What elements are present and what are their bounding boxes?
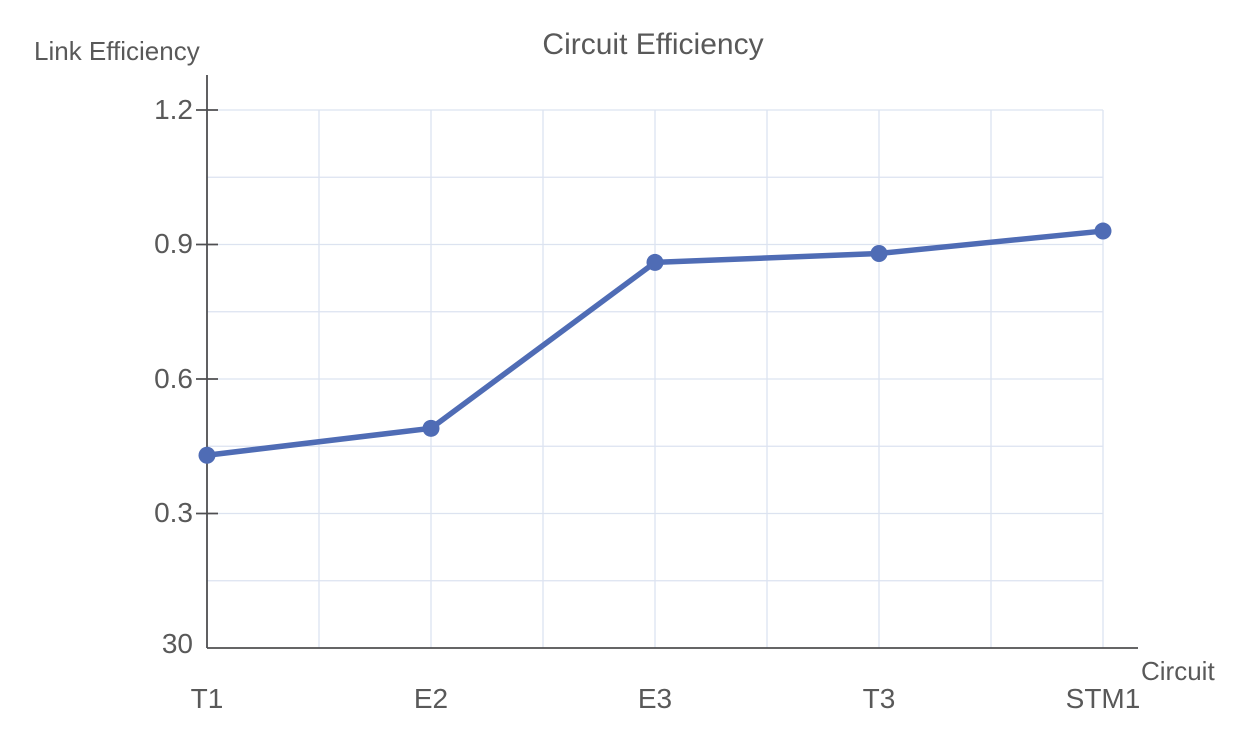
data-point-E2[interactable] (422, 419, 440, 437)
x-tick-label: E3 (637, 683, 673, 714)
x-tick-label: STM1 (1065, 683, 1141, 714)
x-tick-label: T3 (862, 683, 896, 714)
x-axis-title: Circuit (1141, 656, 1215, 686)
data-point-E3[interactable] (646, 253, 664, 271)
y-tick-label: 1.2 (154, 94, 193, 125)
y-tick-label: 30 (161, 628, 193, 659)
x-tick-label: E2 (413, 683, 449, 714)
chart-title: Circuit Efficiency (542, 28, 764, 61)
data-point-T3[interactable] (870, 244, 888, 262)
y-tick-label: 0.9 (154, 228, 193, 259)
x-tick-label: T1 (190, 683, 224, 714)
y-tick-label: 0.3 (154, 497, 193, 528)
data-point-STM1[interactable] (1094, 222, 1112, 240)
y-tick-label: 0.6 (154, 363, 193, 394)
data-point-T1[interactable] (198, 446, 216, 464)
y-axis-title: Link Efficiency (34, 36, 200, 66)
